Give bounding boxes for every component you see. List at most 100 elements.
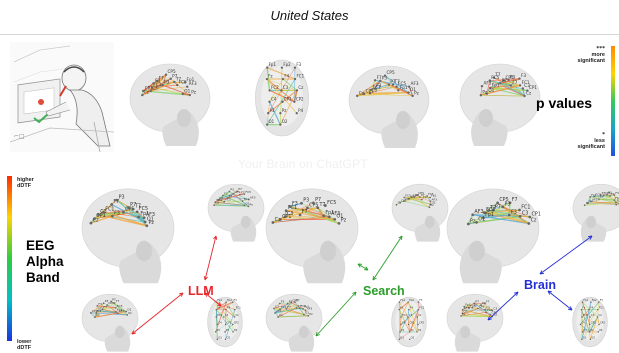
brain-small-map-bottom-top-edge	[589, 331, 591, 340]
pvalue-map-side-electrode-label: F7	[377, 75, 382, 80]
pvalue-map-left-electrode	[183, 81, 187, 84]
llm-small-map-top-electrode	[222, 194, 224, 197]
llm-main-map-electrode-label: AF3	[146, 212, 155, 218]
brain-main-map-electrode-label: Cz	[531, 218, 537, 224]
search-small-map-bottom-left-electrode-label: FC1	[281, 305, 287, 309]
llm-small-map-bottom-left-edge	[110, 300, 128, 316]
brain-small-map-bottom-left-edge	[474, 302, 493, 311]
brain-small-map-top-electrode-label: O1	[589, 199, 593, 203]
brain-small-map-bottom-top-electrode-label: F3	[600, 298, 603, 302]
search-small-map-top-electrode	[408, 197, 411, 200]
llm-arrow-up-head	[203, 275, 208, 281]
brain-main-map-electrode-label: F7	[512, 197, 518, 203]
brain-main-map-edge	[468, 222, 477, 225]
brain-small-map-top-electrode	[613, 199, 615, 201]
brain-main-map-electrode-label: FC5	[486, 207, 495, 213]
search-small-map-bottom-top-electrode-label: FC1	[419, 306, 424, 310]
pvalue-map-side-edge	[364, 93, 413, 97]
search-small-map-bottom-top-electrode-label: Pz	[411, 328, 415, 332]
brain-arrow-left-head	[514, 291, 519, 296]
llm-small-map-top-electrode-label: FC5	[245, 190, 251, 194]
pvalue-map-left-edge	[142, 78, 172, 96]
brain-arrow-up	[539, 235, 593, 275]
llm-small-map-top-electrode	[226, 197, 229, 199]
brain-small-map-bottom-top-electrode-label: Fp1	[583, 298, 588, 302]
brain-small-map-bottom-top-electrode	[580, 308, 583, 311]
brain-main-map-electrode	[518, 208, 521, 212]
brain-small-map-bottom-left-electrode-label: FC5	[470, 304, 476, 308]
search-arrow-back-head	[357, 263, 363, 268]
llm-small-map-bottom-left-electrode	[115, 310, 117, 313]
search-main-map-electrode	[322, 214, 326, 218]
llm-small-map-bottom-top-electrode-label: O2	[226, 335, 230, 339]
pvalue-map-right-electrode	[509, 84, 513, 87]
brain-small-map-bottom-top-electrode-label: Pz	[591, 328, 595, 332]
search-small-map-bottom-left-electrode	[303, 313, 305, 316]
llm-small-map-bottom-top-electrode	[224, 323, 227, 326]
brain-small-map-bottom-left-edge	[461, 315, 493, 318]
pvalue-map-side-electrode	[373, 87, 377, 90]
brain-main-map-electrode	[527, 222, 531, 225]
pvalue-map-side-electrode-label: P7	[390, 79, 396, 84]
pvalue-map-left-electrode	[181, 92, 184, 96]
llm-small-map-top-edge	[213, 201, 225, 206]
search-small-map-top-electrode	[429, 200, 432, 203]
search-small-map-bottom-top-edge	[398, 309, 410, 333]
llm-small-map-bottom-left-edge	[97, 310, 118, 314]
pvalue-map-top-electrode-label: FC1	[297, 74, 305, 79]
llm-small-map-bottom-top-electrode	[225, 301, 227, 303]
llm-main-map-electrode	[143, 220, 147, 224]
brain-small-map-bottom-top-electrode	[581, 338, 583, 341]
llm-small-map-bottom-top-electrode-label: P4	[234, 328, 238, 332]
pvalue-map-right-electrode-label: Cz	[526, 90, 532, 95]
brain-small-map-top-edge	[598, 198, 615, 201]
brain-small-map-bottom-left-electrode-label: Pz	[462, 312, 466, 316]
brain-small-map-top-electrode	[599, 194, 602, 196]
search-main-map-electrode-label: P7	[315, 197, 321, 203]
search-small-map-top-electrode	[429, 196, 431, 199]
search-main-map-electrode	[316, 206, 320, 210]
llm-small-map-bottom-left-electrode-label: AF3	[119, 309, 125, 313]
llm-small-map-bottom-left-electrode	[102, 302, 105, 305]
llm-small-map-bottom-top-electrode-label: Cz	[235, 313, 239, 317]
search-main-map-edge	[301, 202, 330, 218]
search-small-map-bottom-left-electrode	[286, 302, 289, 305]
pvalue-map-top-edge	[282, 78, 298, 91]
pvalue-map-right-edge	[500, 78, 520, 84]
search-main-map-electrode-label: CP5	[309, 202, 318, 208]
search-arrow-left-head	[315, 332, 320, 337]
search-small-map-bottom-left-electrode	[295, 307, 298, 309]
pvalue-map-side-electrode	[407, 91, 410, 94]
brain-main-map-electrode	[483, 211, 486, 215]
search-main-map-electrode-label: O1	[336, 214, 343, 220]
brain-small-map-bottom-left-electrode	[471, 306, 474, 309]
brain-main-map-edge	[472, 214, 529, 225]
brain-main-map-electrode-label: CP5	[499, 197, 508, 203]
search-small-map-bottom-left-electrode	[279, 308, 281, 311]
brain-small-map-top-electrode-label: FC5	[595, 192, 601, 196]
brain-small-map-bottom-top-electrode	[597, 331, 600, 333]
pvalue-map-side-electrode	[407, 85, 411, 88]
pvalue-map-top-electrode	[280, 89, 283, 92]
llm-small-map-bottom-top-edge	[224, 324, 234, 333]
llm-main-map-edge	[94, 211, 138, 219]
brain-small-map-bottom-top-electrode-label: C4	[581, 321, 585, 325]
pvalue-map-right-electrode-label: FC1	[522, 80, 530, 85]
llm-main-map-ear	[136, 240, 153, 262]
brain-main-map-electrode-label: P3	[504, 201, 510, 207]
llm-small-map-bottom-left-electrode-label: T7	[115, 299, 120, 303]
search-main-map-ear	[320, 240, 337, 262]
brain-main-map-electrode-label: P7	[495, 204, 501, 210]
brain-main-map-ear	[468, 240, 485, 262]
llm-small-map-bottom-top-electrode	[232, 331, 234, 333]
pvalue-map-side-electrode-label: CP1	[366, 88, 374, 93]
pvalue-map-top-electrode-label: P3	[270, 108, 275, 113]
search-small-map-bottom-left-edge	[279, 302, 292, 304]
pvalue-map-top-electrode	[293, 66, 297, 69]
llm-small-map-bottom-top-edge	[216, 301, 233, 310]
search-small-map-top-electrode-label: O1	[432, 200, 436, 204]
llm-small-map-top-electrode	[213, 204, 215, 207]
llm-small-map-bottom-left-edge	[102, 307, 116, 310]
pvalue-map-left-edge	[162, 84, 190, 96]
